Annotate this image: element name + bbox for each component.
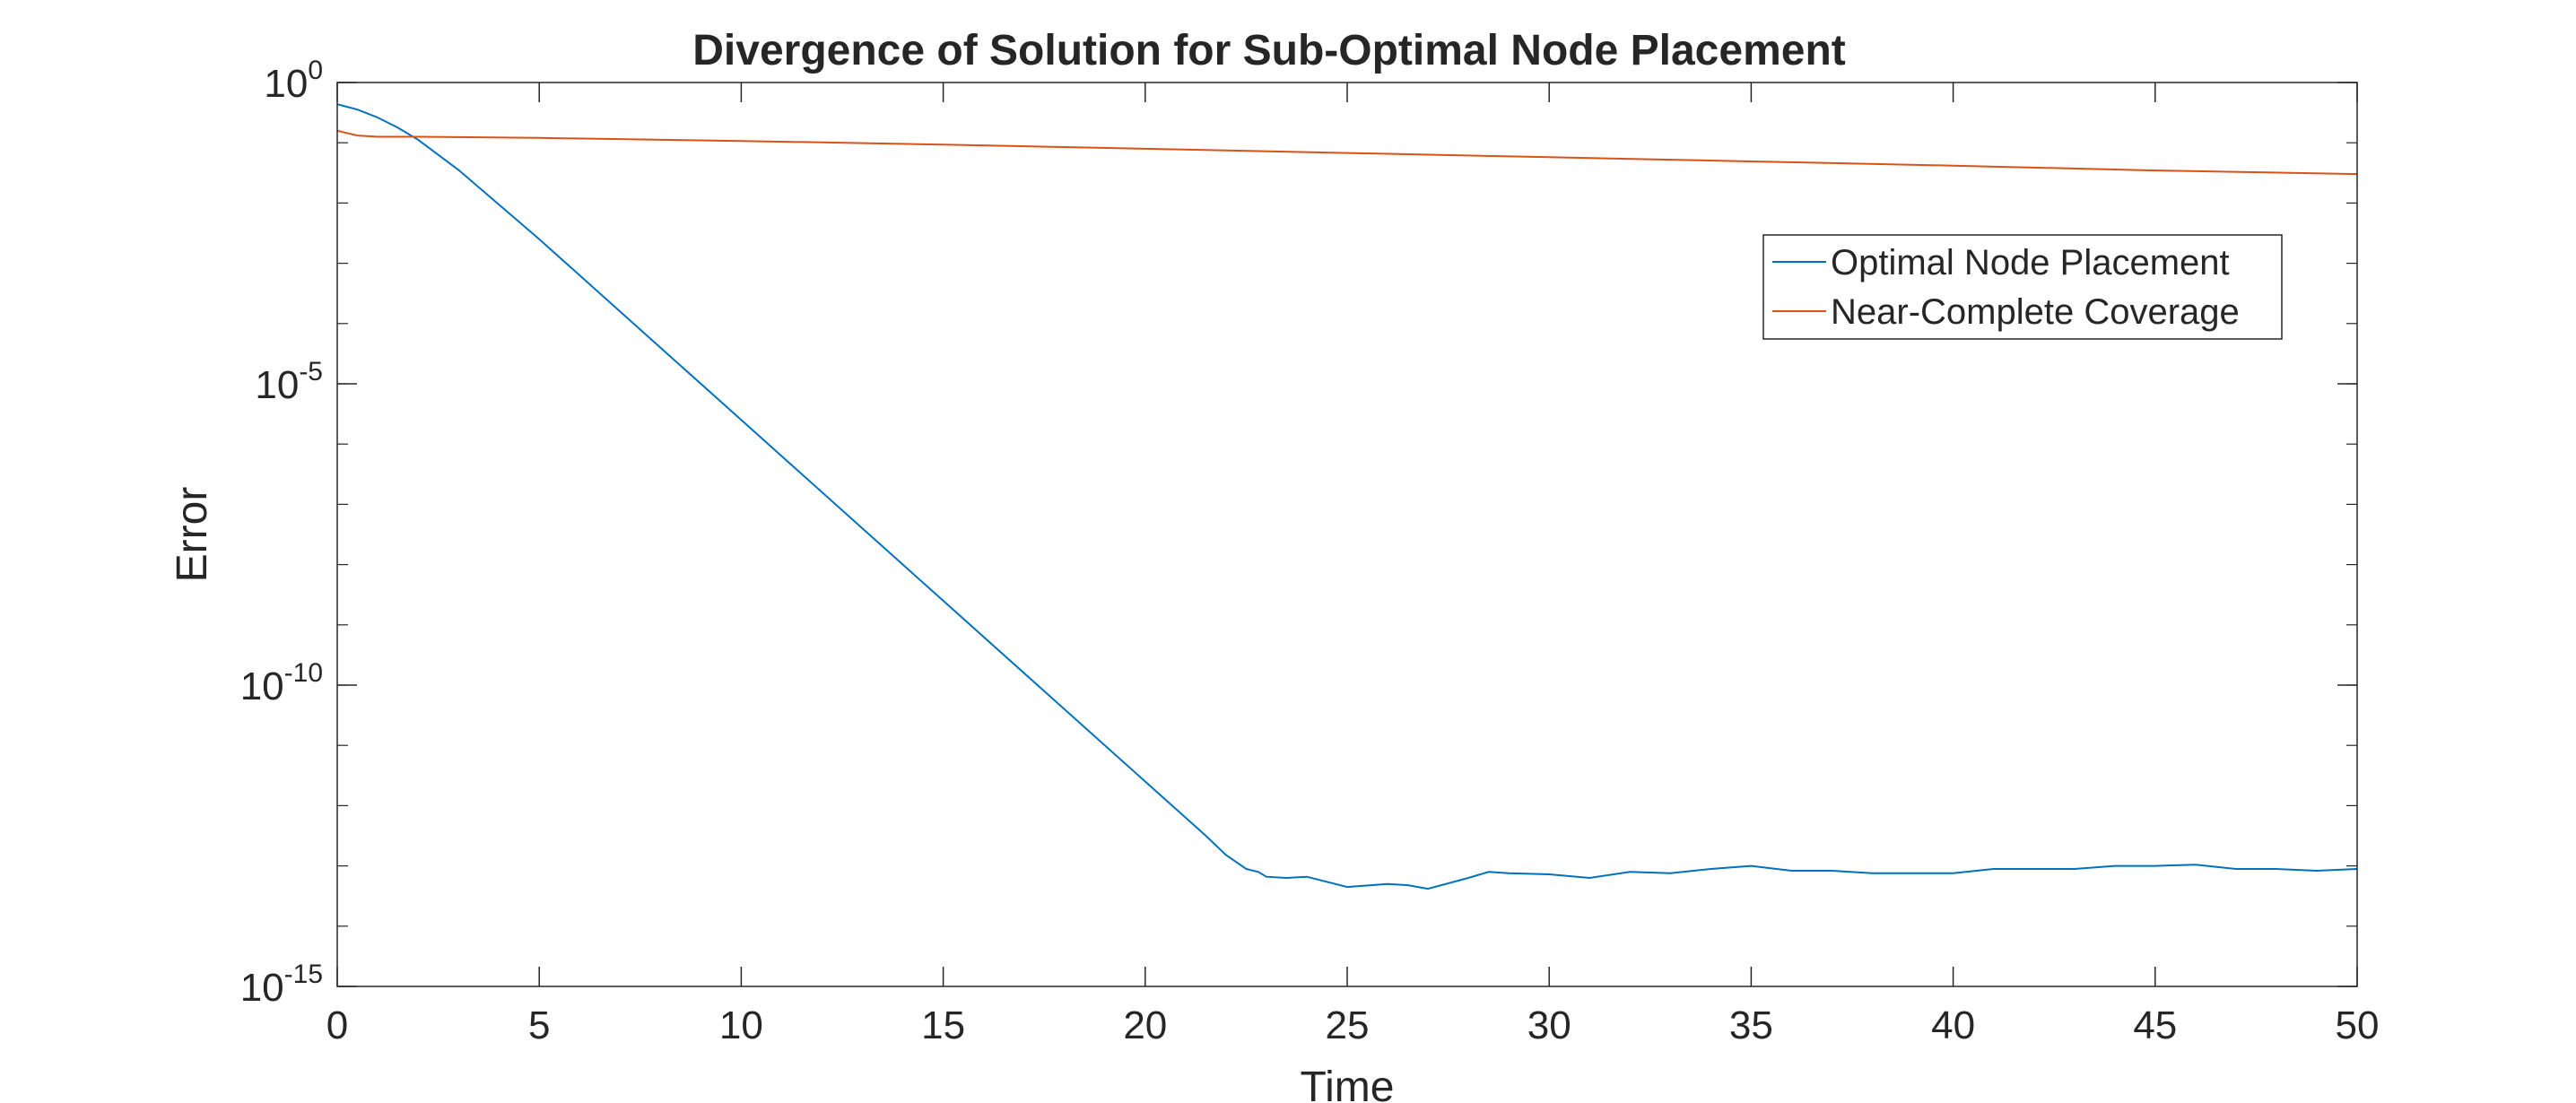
- x-tick-label: 50: [2336, 1003, 2380, 1047]
- x-axis-label: Time: [1301, 1064, 1395, 1103]
- x-tick-label: 10: [719, 1003, 763, 1047]
- y-tick-label: 100: [264, 56, 323, 106]
- x-tick-label: 0: [326, 1003, 348, 1047]
- legend-label-near-complete: Near-Complete Coverage: [1831, 292, 2240, 332]
- y-tick-label: 10-15: [240, 960, 323, 1010]
- y-axis-label: Error: [169, 487, 216, 583]
- x-tick-label: 35: [1729, 1003, 1773, 1047]
- x-tick-label: 15: [921, 1003, 965, 1047]
- legend-box: [1762, 234, 2283, 340]
- legend: Optimal Node Placement Near-Complete Cov…: [1762, 234, 2283, 340]
- plot-area: [337, 83, 2357, 986]
- x-tick-label: 30: [1527, 1003, 1571, 1047]
- x-tick-label: 25: [1326, 1003, 1370, 1047]
- chart-title: Divergence of Solution for Sub-Optimal N…: [692, 27, 1846, 74]
- series-line-optimal-node-placement: [336, 103, 2358, 890]
- plot-frame: [336, 82, 2358, 987]
- x-tick-label: 45: [2133, 1003, 2177, 1047]
- series-line-near-complete-coverage: [336, 129, 2358, 176]
- y-tick-label: 10-10: [240, 658, 323, 708]
- x-tick-label: 5: [528, 1003, 550, 1047]
- y-tick-label: 10-5: [255, 357, 323, 407]
- x-tick-label: 40: [1931, 1003, 1975, 1047]
- tick-layer: 0 5 10 15 20 25 30 35 40 45 50 10-15 10-10 10-5 100: [240, 56, 2380, 1047]
- x-tick-label: 20: [1123, 1003, 1167, 1047]
- legend-label-optimal: Optimal Node Placement: [1831, 243, 2230, 282]
- series-layer: [336, 103, 2358, 890]
